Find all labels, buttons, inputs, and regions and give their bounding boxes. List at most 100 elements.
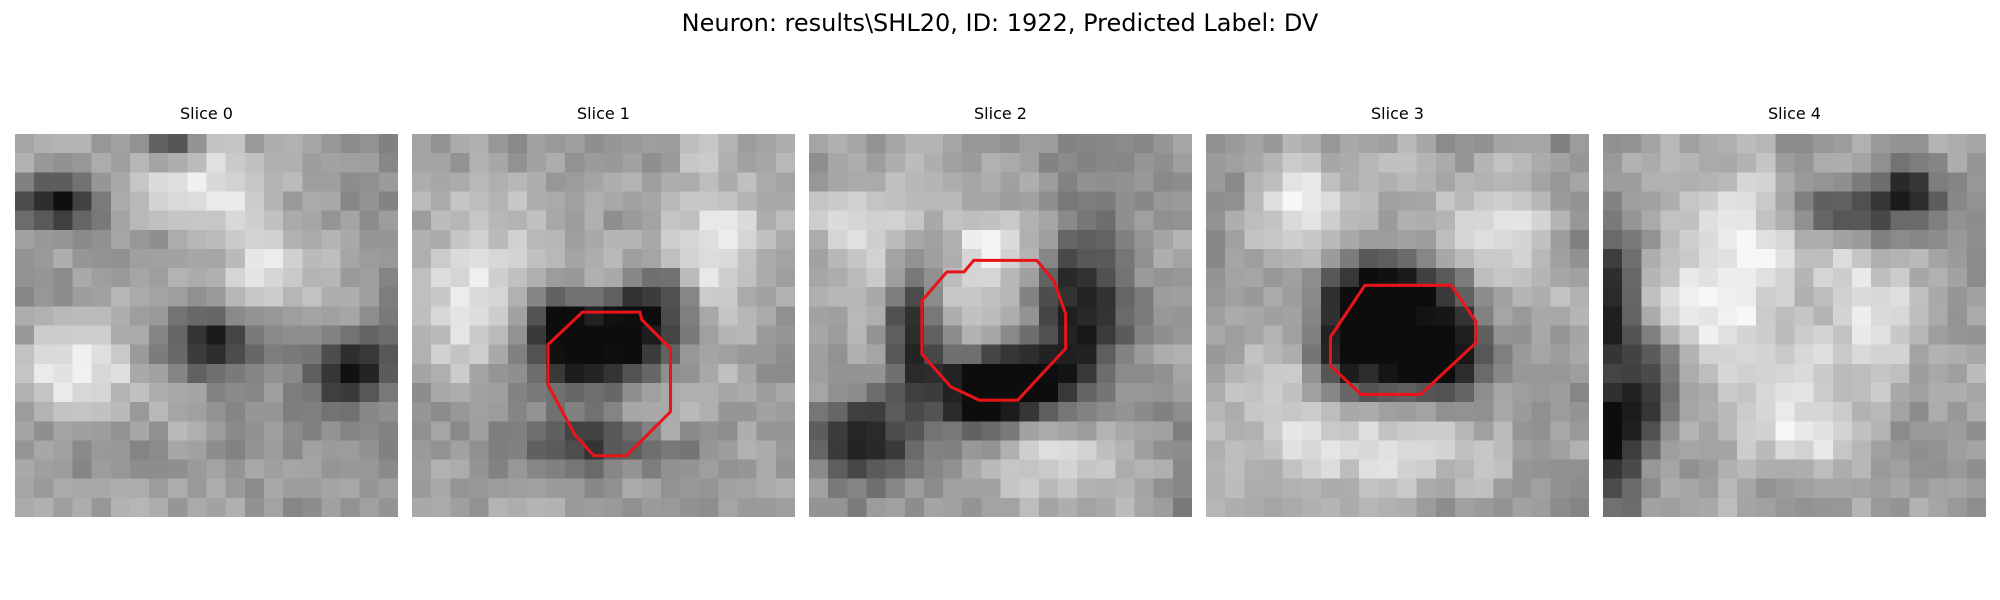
pixel xyxy=(1531,306,1552,326)
pixel xyxy=(775,287,795,307)
pixel xyxy=(110,478,131,499)
pixel xyxy=(1244,191,1264,211)
pixel xyxy=(1622,344,1642,365)
pixel xyxy=(641,229,662,250)
pixel xyxy=(378,440,398,460)
pixel xyxy=(1416,440,1437,460)
pixel xyxy=(1225,402,1245,422)
pixel xyxy=(1569,402,1589,422)
pixel xyxy=(1775,287,1795,307)
pixel xyxy=(565,287,585,307)
pixel xyxy=(431,344,451,365)
pixel xyxy=(1550,268,1571,288)
pixel xyxy=(680,134,700,154)
pixel xyxy=(431,478,451,499)
pixel xyxy=(962,268,982,288)
pixel xyxy=(885,382,906,403)
pixel xyxy=(1569,459,1589,480)
pixel xyxy=(168,210,188,231)
pixel xyxy=(866,268,886,288)
pixel xyxy=(1282,478,1303,499)
pixel xyxy=(359,363,380,384)
pixel xyxy=(847,191,867,211)
pixel xyxy=(1172,306,1192,326)
pixel xyxy=(584,210,604,231)
pixel xyxy=(1416,172,1437,192)
pixel xyxy=(359,421,380,441)
pixel xyxy=(431,459,451,480)
pixel xyxy=(1397,268,1418,288)
pixel xyxy=(225,306,246,326)
pixel xyxy=(718,344,738,365)
pixel xyxy=(904,172,925,192)
pixel xyxy=(450,497,470,517)
pixel xyxy=(1206,478,1226,499)
pixel xyxy=(412,363,432,384)
pixel xyxy=(962,363,982,384)
pixel xyxy=(660,287,681,307)
pixel xyxy=(1397,287,1418,307)
pixel xyxy=(699,497,719,517)
pixel xyxy=(34,344,54,365)
pixel xyxy=(469,268,489,288)
pixel xyxy=(15,325,35,346)
pixel xyxy=(962,497,982,517)
pixel xyxy=(1660,497,1680,517)
pixel xyxy=(1134,344,1155,365)
pixel xyxy=(1263,268,1283,288)
pixel xyxy=(943,306,963,326)
pixel xyxy=(168,268,188,288)
pixel xyxy=(72,172,92,192)
pixel xyxy=(1569,191,1589,211)
pixel xyxy=(641,363,662,384)
pixel xyxy=(1493,229,1513,250)
pixel xyxy=(1000,478,1021,499)
pixel xyxy=(244,287,265,307)
pixel xyxy=(756,229,777,250)
pixel xyxy=(1172,382,1192,403)
pixel xyxy=(1947,363,1968,384)
pixel xyxy=(244,191,265,211)
pixel xyxy=(15,440,35,460)
pixel xyxy=(1057,363,1078,384)
pixel xyxy=(1244,287,1264,307)
pixel xyxy=(737,363,758,384)
pixel xyxy=(680,344,700,365)
pixel xyxy=(168,344,188,365)
pixel xyxy=(1550,248,1571,269)
pixel xyxy=(1153,210,1174,231)
pixel xyxy=(91,172,112,192)
pixel xyxy=(1679,172,1700,192)
pixel xyxy=(904,229,925,250)
pixel xyxy=(904,497,925,517)
pixel xyxy=(1660,248,1680,269)
pixel xyxy=(206,459,227,480)
pixel xyxy=(1641,287,1661,307)
pixel xyxy=(943,229,963,250)
pixel xyxy=(225,268,246,288)
pixel xyxy=(1378,402,1398,422)
pixel xyxy=(828,229,848,250)
pixel xyxy=(1603,402,1623,422)
pixel xyxy=(584,191,604,211)
pixel xyxy=(1909,172,1929,192)
pixel xyxy=(1775,153,1795,173)
pixel xyxy=(72,287,92,307)
pixel xyxy=(1531,382,1552,403)
pixel xyxy=(1890,248,1910,269)
pixel xyxy=(1493,459,1513,480)
pixel xyxy=(72,382,92,403)
pixel xyxy=(660,459,681,480)
pixel xyxy=(321,287,341,307)
pixel xyxy=(1928,134,1949,154)
pixel xyxy=(378,268,398,288)
pixel xyxy=(866,440,886,460)
pixel xyxy=(1416,191,1437,211)
pixel xyxy=(962,287,982,307)
pixel xyxy=(1603,287,1623,307)
pixel xyxy=(129,134,150,154)
pixel xyxy=(584,287,604,307)
pixel xyxy=(1756,402,1776,422)
pixel xyxy=(302,268,322,288)
pixel xyxy=(1096,421,1116,441)
